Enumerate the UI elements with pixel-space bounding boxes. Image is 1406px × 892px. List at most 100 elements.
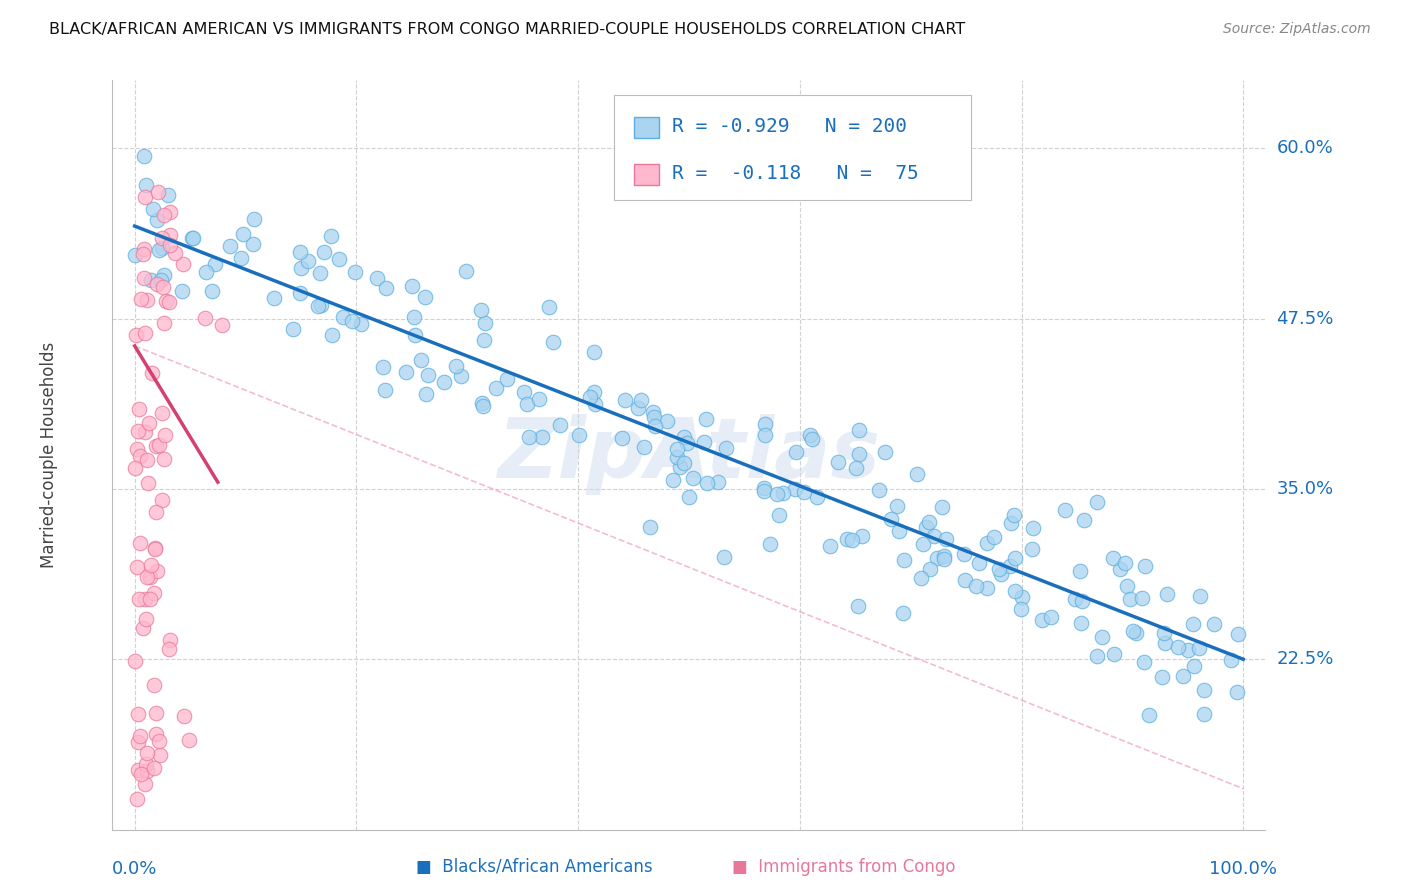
Point [159, 633, 181, 648]
Point [931, 500, 953, 514]
Point [135, 612, 157, 626]
Point [1053, 502, 1076, 516]
Point [785, 445, 807, 459]
Point [127, 442, 149, 457]
Point [172, 257, 194, 271]
Point [145, 505, 167, 519]
Point [404, 328, 426, 343]
Point [886, 499, 908, 513]
Point [474, 333, 496, 347]
Point [145, 706, 167, 720]
Point [148, 734, 170, 748]
Point [1187, 640, 1209, 655]
Point [328, 252, 350, 267]
Text: 47.5%: 47.5% [1277, 310, 1334, 327]
Point [516, 397, 538, 411]
Point [568, 428, 591, 442]
Point [148, 244, 170, 258]
Point [582, 344, 605, 359]
Point [152, 317, 174, 331]
Point [156, 188, 179, 202]
Point [1085, 648, 1108, 663]
Point [818, 539, 841, 553]
Point [1125, 625, 1147, 640]
Point [454, 263, 477, 277]
Point [759, 537, 782, 551]
Point [851, 529, 873, 543]
Point [201, 284, 224, 298]
Point [990, 566, 1012, 581]
Point [1010, 602, 1032, 616]
Point [1156, 587, 1178, 601]
Point [1133, 559, 1156, 574]
Point [290, 285, 312, 300]
Point [153, 427, 176, 442]
Point [1182, 659, 1205, 673]
Point [142, 761, 165, 775]
Point [1177, 643, 1199, 657]
Point [666, 450, 689, 464]
Point [1133, 655, 1156, 669]
Point [800, 432, 823, 446]
Point [1154, 636, 1177, 650]
Point [527, 392, 550, 406]
Point [132, 149, 155, 163]
Point [125, 791, 148, 805]
Point [134, 777, 156, 791]
Point [321, 327, 343, 342]
Point [146, 212, 169, 227]
Point [614, 393, 637, 408]
Point [1114, 556, 1136, 570]
Point [143, 542, 166, 557]
Point [143, 541, 166, 555]
Point [835, 533, 858, 547]
Point [288, 244, 311, 259]
Point [935, 532, 957, 546]
Point [707, 475, 730, 489]
Point [1167, 640, 1189, 655]
Point [125, 559, 148, 574]
Point [229, 251, 252, 265]
Point [1153, 626, 1175, 640]
Point [129, 449, 152, 463]
Point [668, 460, 690, 475]
Point [537, 300, 560, 314]
Text: BLACK/AFRICAN AMERICAN VS IMMIGRANTS FROM CONGO MARRIED-COUPLE HOUSEHOLDS CORREL: BLACK/AFRICAN AMERICAN VS IMMIGRANTS FRO… [49, 22, 966, 37]
Point [131, 247, 153, 261]
FancyBboxPatch shape [634, 164, 659, 186]
Point [976, 581, 998, 595]
Point [471, 399, 494, 413]
Point [772, 485, 794, 500]
Point [173, 709, 195, 723]
Point [633, 440, 655, 454]
Point [582, 385, 605, 400]
Point [163, 246, 186, 260]
Point [976, 535, 998, 549]
Point [1102, 647, 1125, 661]
Point [263, 291, 285, 305]
Point [135, 178, 157, 193]
Point [129, 292, 152, 306]
Point [139, 558, 162, 572]
Point [806, 490, 828, 504]
Point [969, 556, 991, 570]
Point [136, 293, 159, 307]
Point [983, 530, 1005, 544]
Text: R = -0.929   N = 200: R = -0.929 N = 200 [672, 117, 907, 136]
Point [1122, 624, 1144, 639]
Point [1171, 669, 1194, 683]
Point [541, 335, 564, 350]
Point [150, 405, 173, 419]
Point [195, 265, 218, 279]
Point [371, 360, 394, 375]
Point [159, 237, 181, 252]
Point [1039, 610, 1062, 624]
Point [350, 317, 373, 331]
Point [932, 552, 955, 566]
Point [135, 764, 157, 778]
Point [134, 190, 156, 204]
Point [925, 550, 948, 565]
Point [1031, 613, 1053, 627]
Point [752, 483, 775, 498]
Point [672, 430, 695, 444]
